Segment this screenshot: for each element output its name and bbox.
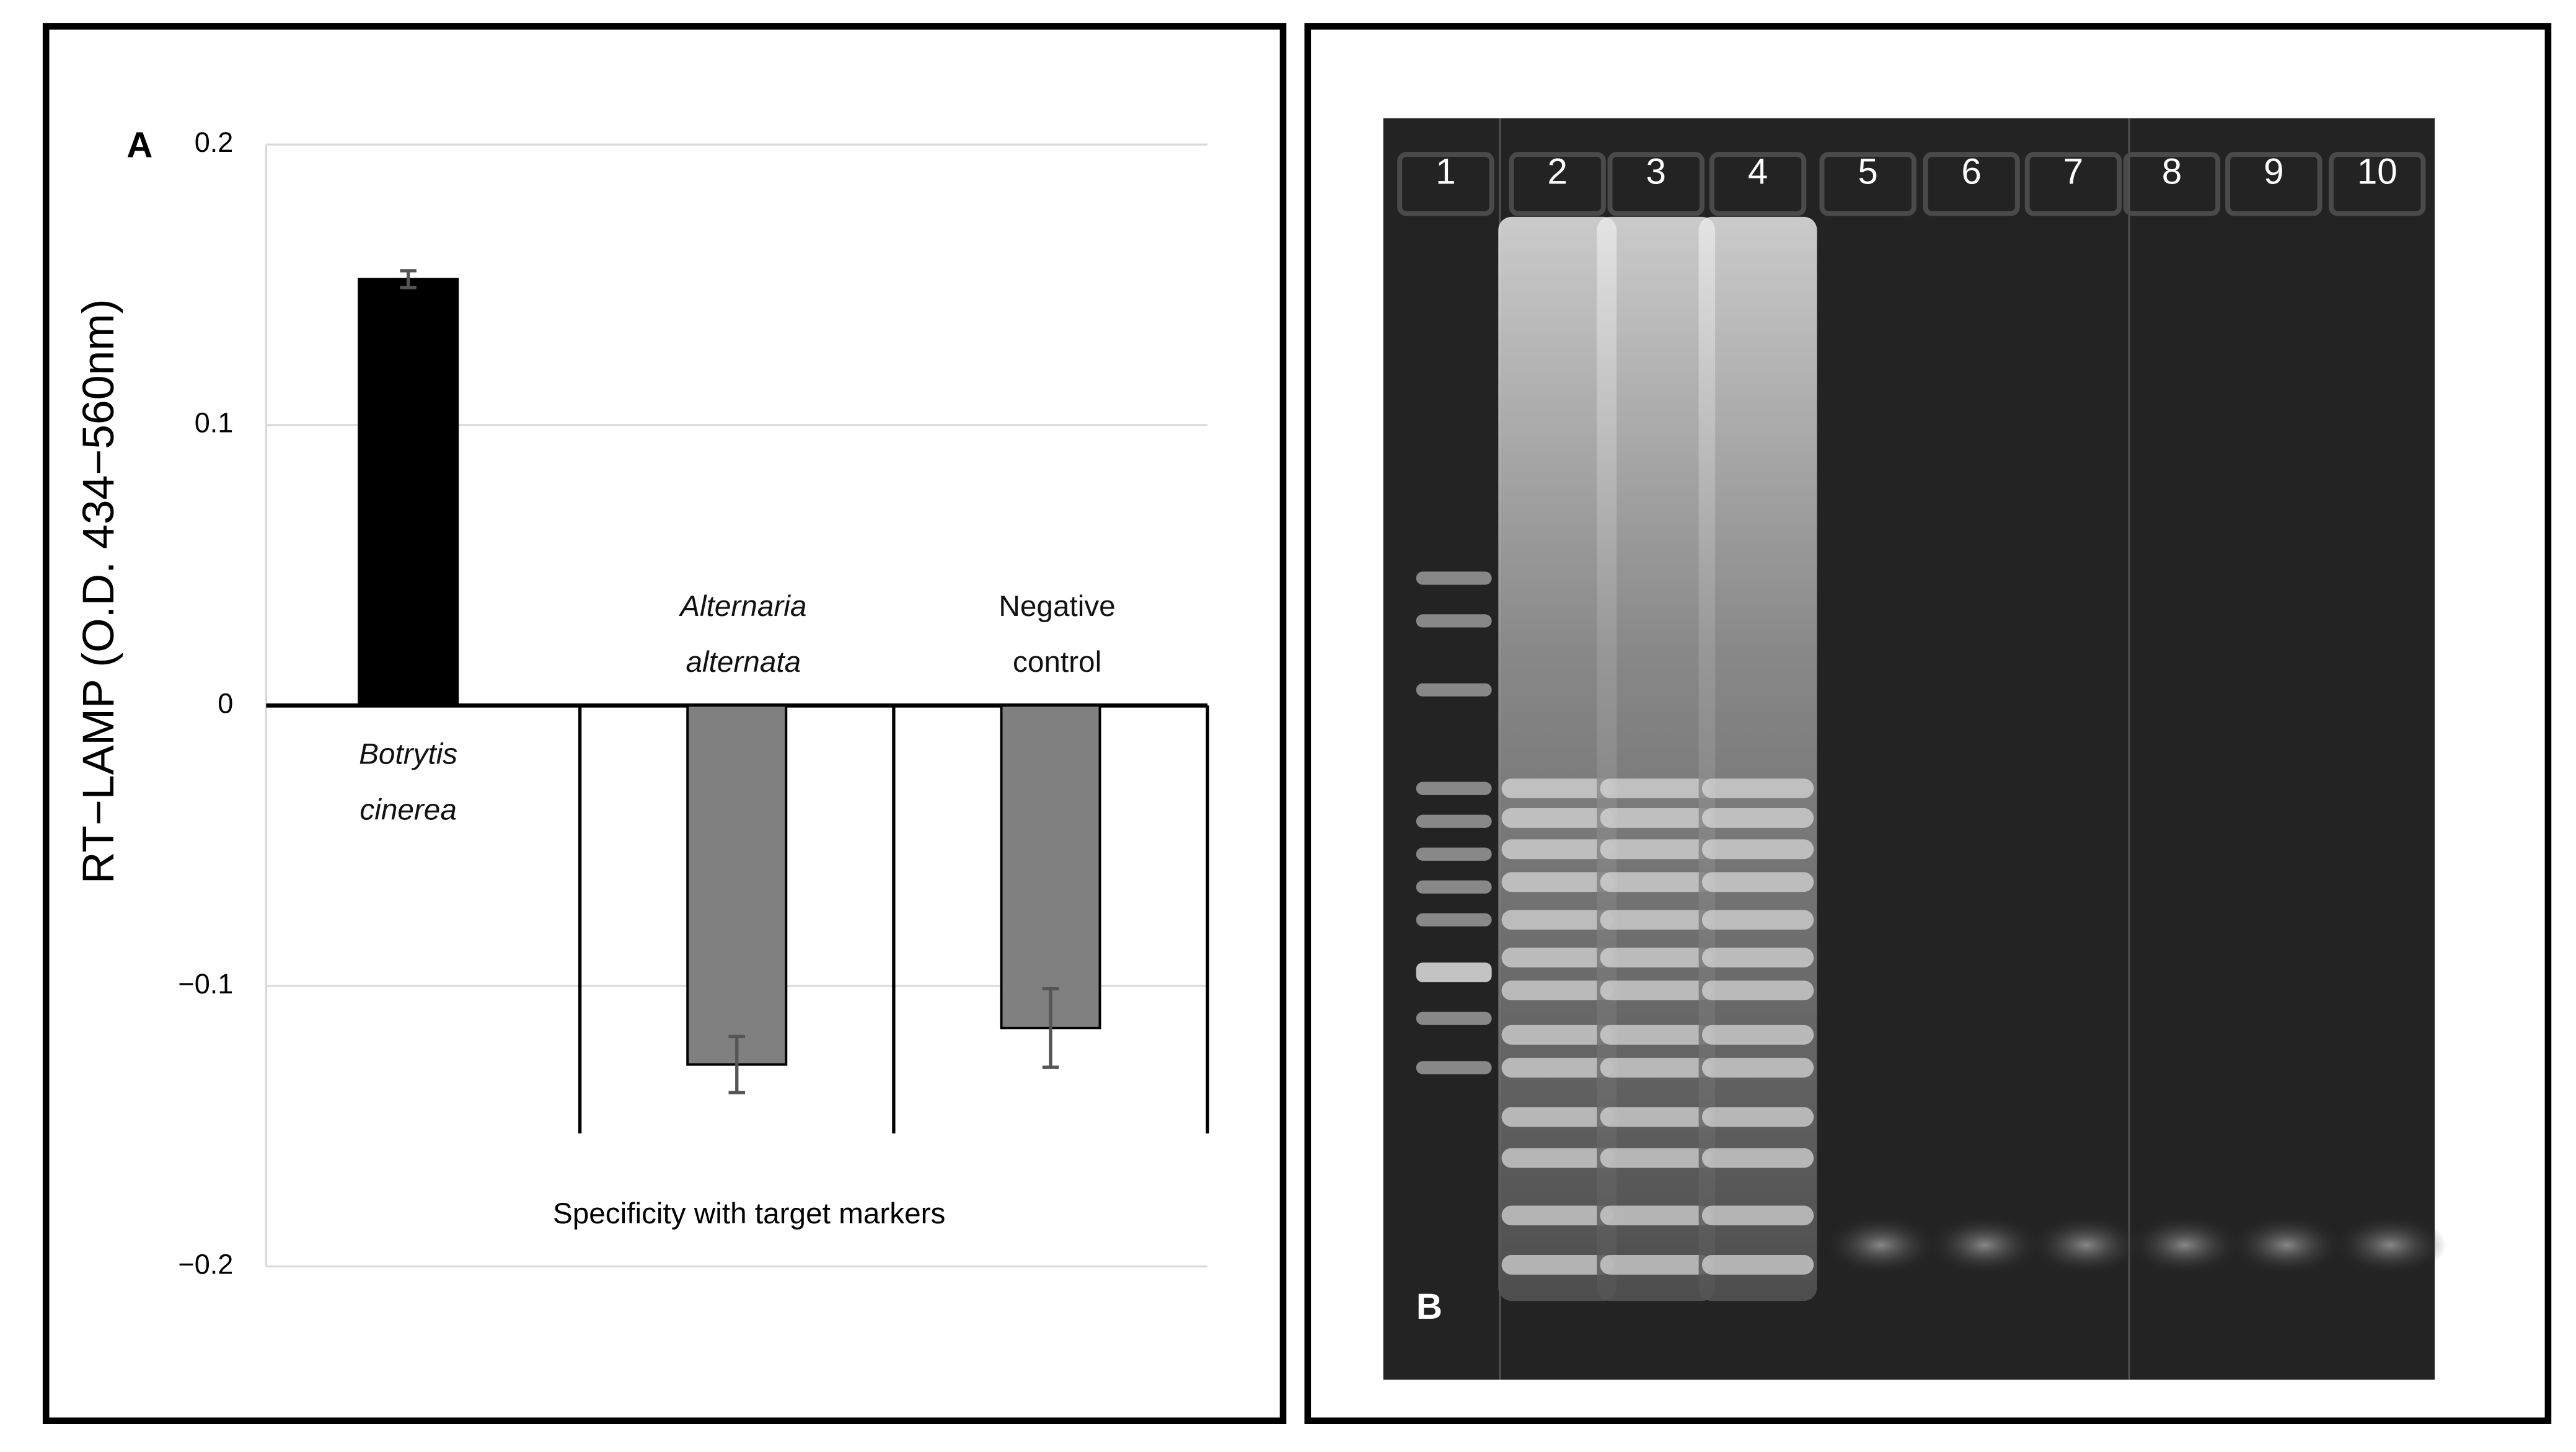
gel-band: [1701, 808, 1814, 828]
lane-label: 2: [1547, 151, 1567, 191]
gel-well: [2329, 152, 2426, 216]
gel-band: [1501, 910, 1613, 930]
gel-well: [1509, 152, 1606, 216]
gel-band: [2231, 1215, 2343, 1275]
lane-label: 8: [2162, 151, 2182, 191]
gel-well: [1397, 152, 1494, 216]
gel-band: [1600, 910, 1712, 930]
ladder-band: [1416, 781, 1492, 795]
gel-band: [1600, 1057, 1712, 1078]
gel-band: [2031, 1215, 2143, 1275]
gel-band: [1701, 948, 1814, 968]
bar: [1000, 704, 1101, 1029]
error-bar: [400, 269, 417, 289]
gel-band: [1501, 1205, 1613, 1226]
gel-band: [1501, 980, 1613, 1001]
gel-band: [1501, 839, 1613, 860]
y-tick-label: −0.1: [178, 968, 233, 1000]
x-axis-label: Specificity with target markers: [553, 1197, 945, 1230]
category-label: Alternaria alternata: [680, 589, 807, 678]
lane-label: 6: [1961, 151, 1981, 191]
ladder-band: [1416, 814, 1492, 828]
category-label: Botrytis cinerea: [359, 736, 458, 825]
gel-band: [1600, 872, 1712, 892]
gel-band: [1701, 910, 1814, 930]
gel-band: [1501, 1148, 1613, 1168]
gel-band: [1701, 1107, 1814, 1127]
gel-band: [1501, 948, 1613, 968]
gel-band: [1600, 839, 1712, 860]
lane-label: 5: [1858, 151, 1877, 191]
gel-band: [1701, 872, 1814, 892]
bar: [686, 704, 788, 1066]
gel-band: [2334, 1215, 2446, 1275]
gel-image: 1 2 3 4 5 6 7 8 9 10: [1383, 118, 2446, 1380]
gel-band: [1701, 980, 1814, 1001]
gel-band: [1501, 872, 1613, 892]
y-tick-label: 0.1: [195, 407, 234, 439]
gel-band: [1501, 778, 1613, 799]
lane-label: 3: [1646, 151, 1665, 191]
gel-band: [1701, 1205, 1814, 1226]
ladder-band: [1416, 913, 1492, 926]
gel-band: [1600, 778, 1712, 799]
ladder-band: [1416, 962, 1492, 982]
gel-band: [1928, 1215, 2040, 1275]
gel-well: [2225, 152, 2322, 216]
gel-band: [2129, 1215, 2241, 1275]
panel-label: A: [126, 125, 152, 165]
lane-label: 7: [2063, 151, 2083, 191]
gel-band: [1501, 1107, 1613, 1127]
gel-band: [1701, 1024, 1814, 1045]
ladder-band: [1416, 683, 1492, 697]
gel-band: [1825, 1215, 1937, 1275]
gel-well: [1923, 152, 2020, 216]
lane-label: 4: [1748, 151, 1768, 191]
gel-band: [1701, 1254, 1814, 1275]
bar: [358, 278, 459, 707]
gel-band: [1600, 1205, 1712, 1226]
gel-band: [1501, 808, 1613, 828]
ladder-band: [1416, 1011, 1492, 1025]
gel-well: [1709, 152, 1807, 216]
error-bar: [728, 1034, 746, 1094]
ladder-band: [1416, 614, 1492, 628]
error-bar: [1042, 987, 1059, 1069]
gel-band: [1501, 1254, 1613, 1275]
gel-well: [2123, 152, 2221, 216]
gel-band: [1701, 778, 1814, 799]
ladder-band: [1416, 571, 1492, 585]
gel-well: [1819, 152, 1917, 216]
ladder-band: [1416, 847, 1492, 861]
panel-label: B: [1416, 1287, 1442, 1327]
gel-well: [1607, 152, 1705, 216]
ladder-band: [1416, 880, 1492, 894]
gel-smear: [1597, 216, 1716, 1301]
y-tick-label: −0.2: [178, 1248, 233, 1280]
gel-band: [1600, 808, 1712, 828]
gel-band: [1701, 839, 1814, 860]
ladder-band: [1416, 1061, 1492, 1075]
gel-band: [1600, 1148, 1712, 1168]
y-tick-label: 0.2: [195, 126, 234, 158]
gel-band: [1501, 1057, 1613, 1078]
gel-band: [1501, 1024, 1613, 1045]
y-axis-label: RT−LAMP (O.D. 434−560nm): [74, 299, 123, 884]
gel-band: [1600, 980, 1712, 1001]
gel-smear: [1698, 216, 1817, 1301]
gel-band: [1701, 1148, 1814, 1168]
category-label: Negative control: [999, 589, 1116, 678]
gel-band: [1701, 1057, 1814, 1078]
gel-band: [1600, 1107, 1712, 1127]
gel-band: [1600, 1254, 1712, 1275]
gel-band: [1600, 1024, 1712, 1045]
gel-band: [1600, 948, 1712, 968]
lane-label: 1: [1436, 151, 1455, 191]
y-tick-label: 0: [218, 687, 233, 719]
lane-label: 10: [2357, 151, 2397, 191]
gel-well: [2024, 152, 2122, 216]
lane-label: 9: [2264, 151, 2283, 191]
